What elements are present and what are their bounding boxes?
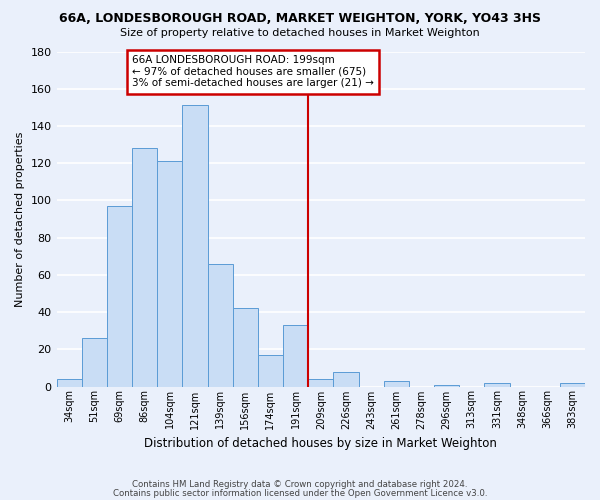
Text: 66A, LONDESBOROUGH ROAD, MARKET WEIGHTON, YORK, YO43 3HS: 66A, LONDESBOROUGH ROAD, MARKET WEIGHTON… <box>59 12 541 26</box>
Text: Contains HM Land Registry data © Crown copyright and database right 2024.: Contains HM Land Registry data © Crown c… <box>132 480 468 489</box>
Bar <box>208 264 233 386</box>
Bar <box>334 372 359 386</box>
Bar <box>560 383 585 386</box>
Bar <box>383 381 409 386</box>
Text: Size of property relative to detached houses in Market Weighton: Size of property relative to detached ho… <box>120 28 480 38</box>
Bar <box>182 106 208 386</box>
Bar <box>107 206 132 386</box>
Bar <box>434 384 459 386</box>
X-axis label: Distribution of detached houses by size in Market Weighton: Distribution of detached houses by size … <box>145 437 497 450</box>
Bar <box>233 308 258 386</box>
Bar <box>157 162 182 386</box>
Bar <box>56 379 82 386</box>
Bar <box>283 325 308 386</box>
Bar <box>82 338 107 386</box>
Bar <box>132 148 157 386</box>
Bar <box>484 383 509 386</box>
Bar <box>308 379 334 386</box>
Bar <box>258 355 283 386</box>
Text: Contains public sector information licensed under the Open Government Licence v3: Contains public sector information licen… <box>113 489 487 498</box>
Text: 66A LONDESBOROUGH ROAD: 199sqm
← 97% of detached houses are smaller (675)
3% of : 66A LONDESBOROUGH ROAD: 199sqm ← 97% of … <box>132 55 374 88</box>
Y-axis label: Number of detached properties: Number of detached properties <box>15 132 25 306</box>
